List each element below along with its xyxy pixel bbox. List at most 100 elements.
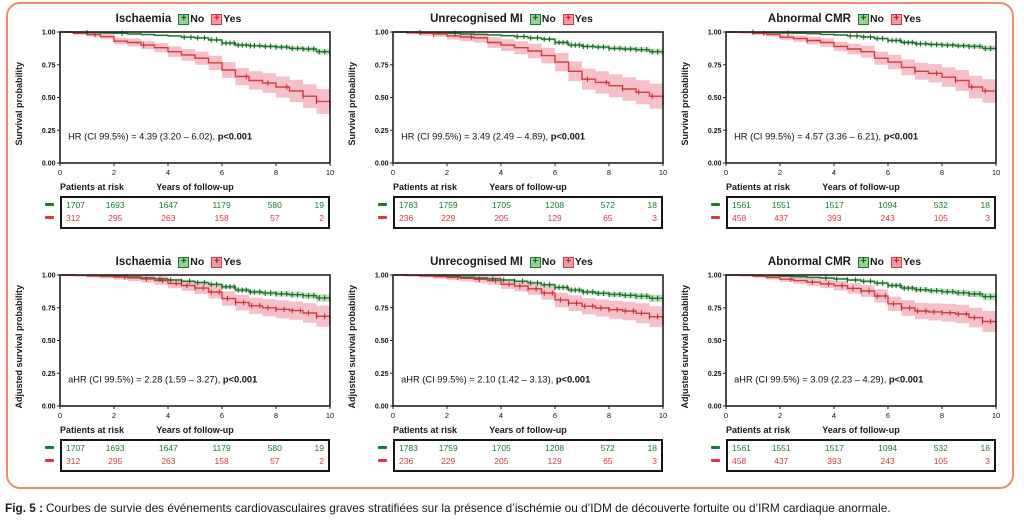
y-tick-label: 0.25 xyxy=(375,371,389,378)
survival-curve-yes xyxy=(726,31,997,103)
y-axis-label-wrap: Adjusted survival probability xyxy=(345,270,359,424)
y-tick-label: 0.00 xyxy=(708,404,722,411)
risk-count: 3 xyxy=(985,213,990,223)
legend-label-no: No xyxy=(869,256,884,268)
risk-count: 1561 xyxy=(732,200,751,210)
panel-title: Ischaemia xyxy=(115,256,172,268)
risk-count: 580 xyxy=(267,443,282,453)
x-tick-label: 0 xyxy=(58,168,62,177)
risk-count: 236 xyxy=(399,213,414,223)
y-axis-label-wrap: Adjusted survival probability xyxy=(678,270,692,424)
risk-row-yes: 312 295 263 158 57 2 xyxy=(62,456,328,469)
y-tick-label: 0.75 xyxy=(42,62,56,69)
x-axis-label: Years of follow-up xyxy=(489,425,567,435)
risk-table: 1561 1551 1517 1094 532 18 458 437 393 243 105 3 xyxy=(726,196,996,229)
y-tick-label: 0.00 xyxy=(708,161,722,168)
x-tick-label: 4 xyxy=(499,168,503,177)
x-axis-label: Years of follow-up xyxy=(489,182,567,192)
risk-row-no: 1561 1551 1517 1094 532 18 xyxy=(728,200,994,213)
risk-count: 1707 xyxy=(66,200,85,210)
risk-table-header: Patients at risk xyxy=(393,425,458,435)
panel-header: Abnormal CMR + No + Yes xyxy=(678,11,1011,27)
risk-row-no: 1707 1693 1647 1179 580 19 xyxy=(62,200,328,213)
risk-count: 1647 xyxy=(158,443,178,453)
legend-key-no-icon: + xyxy=(178,13,190,25)
risk-count: 1705 xyxy=(491,200,511,210)
risk-count: 229 xyxy=(441,456,456,466)
x-tick-label: 6 xyxy=(220,411,224,420)
risk-count: 1759 xyxy=(438,200,458,210)
risk-count: 1208 xyxy=(545,200,565,210)
x-tick-label: 0 xyxy=(391,168,395,177)
legend-key-no-icon: + xyxy=(529,13,541,25)
risk-table-header: Patients at risk xyxy=(726,425,791,435)
x-tick-label: 2 xyxy=(778,411,782,420)
risk-count: 236 xyxy=(399,456,414,466)
y-tick-label: 0.25 xyxy=(708,371,722,378)
y-axis-label-wrap: Survival probability xyxy=(678,27,692,181)
risk-count: 572 xyxy=(600,443,615,453)
y-tick-label: 0.25 xyxy=(42,371,56,378)
risk-count: 1707 xyxy=(66,443,85,453)
km-panel: Ischaemia + No + Yes Adjusted survival probab… xyxy=(12,254,345,472)
legend-label-no: No xyxy=(541,256,556,268)
x-tick-label: 8 xyxy=(274,168,278,177)
hr-annotation: HR (CI 99.5%) = 4.57 (3.36 – 6.21), p<0.… xyxy=(734,131,918,141)
risk-count: 18 xyxy=(647,200,657,210)
risk-count: 312 xyxy=(66,456,81,466)
risk-count: 1561 xyxy=(732,443,751,453)
km-panel: Abnormal CMR + No + Yes Adjusted survival pro… xyxy=(678,254,1011,472)
y-tick-label: 0.25 xyxy=(42,128,56,135)
hr-pvalue: p<0.001 xyxy=(884,131,918,141)
y-tick-label: 1.00 xyxy=(42,273,56,280)
risk-count: 158 xyxy=(214,213,229,223)
risk-marker-yes-icon xyxy=(45,216,54,219)
y-tick-label: 0.50 xyxy=(42,95,56,102)
legend-key-yes-icon: + xyxy=(211,256,223,268)
risk-table-wrap: 1783 1759 1705 1208 572 18 236 229 205 129 65 3 xyxy=(378,439,663,472)
risk-table-header: Patients at risk xyxy=(60,182,125,192)
risk-count: 1094 xyxy=(878,443,898,453)
risk-count: 1094 xyxy=(878,200,898,210)
x-tick-label: 10 xyxy=(992,168,1000,177)
x-tick-label: 8 xyxy=(940,411,944,420)
legend-key-yes-icon: + xyxy=(562,13,574,25)
x-tick-label: 2 xyxy=(778,168,782,177)
legend-key-yes-icon: + xyxy=(890,13,902,25)
legend-label-yes: Yes xyxy=(223,256,242,268)
x-tick-label: 4 xyxy=(499,411,503,420)
x-tick-label: 2 xyxy=(112,411,116,420)
y-tick-label: 0.50 xyxy=(708,338,722,345)
risk-row-no: 1561 1551 1517 1094 532 18 xyxy=(728,443,994,456)
risk-row-yes: 236 229 205 129 65 3 xyxy=(395,213,661,226)
risk-count: 19 xyxy=(314,200,324,210)
risk-count: 65 xyxy=(603,213,613,223)
risk-count: 1517 xyxy=(824,200,844,210)
risk-table-wrap: 1561 1551 1517 1094 532 18 458 437 393 243 105 3 xyxy=(711,439,996,472)
x-tick-label: 6 xyxy=(553,168,557,177)
figure-caption: Fig. 5 : Courbes de survie des événements… xyxy=(5,501,1021,515)
risk-count: 2 xyxy=(319,213,324,223)
risk-count: 1179 xyxy=(212,443,231,453)
y-axis-label: Adjusted survival probability xyxy=(680,285,690,409)
risk-marker-no-icon xyxy=(711,446,720,449)
x-tick-label: 8 xyxy=(940,168,944,177)
ci-band-yes xyxy=(393,275,663,338)
x-tick-label: 10 xyxy=(992,411,1000,420)
km-plot: 1.00 0.75 0.50 0.25 0.000 2 4 6 8 10 HR (CI 99.5%)… xyxy=(42,30,334,178)
y-tick-label: 0.00 xyxy=(375,404,389,411)
legend-key-yes-icon: + xyxy=(562,256,574,268)
risk-count: 532 xyxy=(933,443,948,453)
risk-count: 1693 xyxy=(105,200,125,210)
survival-curve-no xyxy=(393,31,664,57)
risk-marker-no-icon xyxy=(711,203,720,206)
y-tick-label: 0.75 xyxy=(708,62,722,69)
risk-header-row: Patients at risk Years of follow-up xyxy=(12,425,345,437)
x-tick-label: 10 xyxy=(326,168,334,177)
risk-count: 437 xyxy=(774,456,789,466)
y-axis-label: Adjusted survival probability xyxy=(14,285,24,409)
ci-band-yes xyxy=(60,275,330,336)
risk-table: 1783 1759 1705 1208 572 18 236 229 205 129 65 3 xyxy=(393,196,663,229)
risk-count: 105 xyxy=(933,456,948,466)
plot-area: Adjusted survival probability 1.00 0.75 0.5… xyxy=(12,270,345,424)
